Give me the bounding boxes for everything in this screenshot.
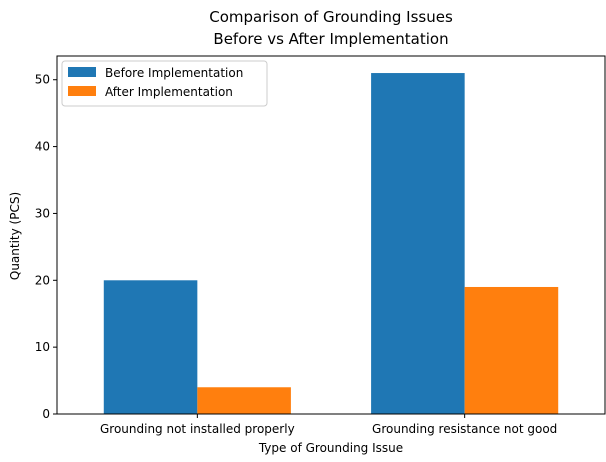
legend-swatch-1 — [68, 86, 96, 96]
bar-before-1 — [371, 73, 465, 415]
y-axis-label: Quantity (PCS) — [8, 192, 22, 280]
y-tick-label: 50 — [35, 73, 50, 87]
x-axis-label: Type of Grounding Issue — [258, 441, 403, 455]
bar-before-0 — [103, 280, 198, 414]
y-tick-label: 0 — [42, 407, 50, 421]
plot-frame — [56, 55, 606, 415]
chart-title-line-1: Comparison of Grounding Issues — [209, 8, 453, 26]
x-tick-label: Grounding not installed properly — [100, 422, 295, 436]
bar-after-0 — [197, 387, 291, 414]
bars-group — [103, 73, 559, 415]
y-axis-ticks: 0 10 20 30 40 50 — [35, 73, 57, 421]
legend-label-1: After Implementation — [105, 85, 233, 99]
legend-swatch-0 — [68, 67, 96, 77]
y-tick-label: 20 — [35, 273, 50, 287]
y-tick-label: 30 — [35, 206, 50, 220]
y-tick-label: 40 — [35, 140, 50, 154]
bar-after-1 — [464, 286, 559, 414]
x-axis-ticks: Grounding not installed properly Groundin… — [100, 414, 557, 436]
legend-box — [61, 60, 268, 107]
legend: Before Implementation After Implementatio… — [61, 60, 268, 107]
x-tick-label: Grounding resistance not good — [372, 422, 557, 436]
legend-label-0: Before Implementation — [105, 66, 243, 80]
chart-title-line-2: Before vs After Implementation — [213, 30, 448, 48]
y-tick-label: 10 — [35, 340, 50, 354]
